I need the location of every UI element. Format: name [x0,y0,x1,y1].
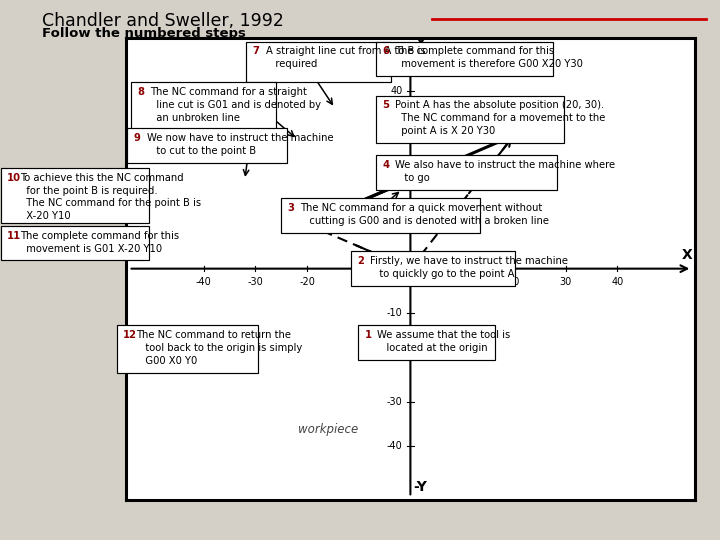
Text: -Y: -Y [413,480,427,494]
FancyBboxPatch shape [246,42,391,82]
Text: 30: 30 [390,131,402,140]
Text: 8: 8 [138,87,145,97]
Text: 40: 40 [611,276,624,287]
Text: B: B [315,220,325,234]
Text: Firstly, we have to instruct the machine
   to quickly go to the point A: Firstly, we have to instruct the machine… [370,256,568,279]
Text: We also have to instruct the machine where
   to go: We also have to instruct the machine whe… [395,160,616,183]
Text: 40: 40 [390,86,402,96]
Text: -20: -20 [299,276,315,287]
Text: -X: -X [129,248,144,262]
Text: X: X [682,248,693,262]
Text: -30: -30 [387,397,402,407]
Circle shape [399,259,422,279]
Text: A straight line cut from A to B is
   required: A straight line cut from A to B is requi… [266,46,426,69]
Text: -20: -20 [387,353,402,362]
Text: Follow the numbered steps: Follow the numbered steps [42,27,246,40]
FancyBboxPatch shape [1,168,149,223]
Text: 3: 3 [287,203,294,213]
Text: We now have to instruct the machine
   to cut to the point B: We now have to instruct the machine to c… [147,133,333,156]
FancyBboxPatch shape [117,325,258,373]
Text: 5: 5 [382,100,390,111]
Text: 20: 20 [508,276,520,287]
Text: workpiece: workpiece [297,423,358,436]
FancyBboxPatch shape [376,155,557,190]
Text: 10: 10 [456,276,468,287]
Text: -40: -40 [387,441,402,451]
Text: 2: 2 [357,256,364,266]
Text: The NC command for a straight
  line cut is G01 and is denoted by
  an unbroken : The NC command for a straight line cut i… [150,87,322,123]
FancyBboxPatch shape [127,128,287,163]
Text: -40: -40 [196,276,212,287]
Text: 9: 9 [134,133,141,143]
Text: Point A has the absolute position (20, 30).
  The NC command for a movement to t: Point A has the absolute position (20, 3… [395,100,606,136]
FancyBboxPatch shape [1,226,149,260]
Text: -30: -30 [248,276,263,287]
FancyBboxPatch shape [281,198,480,233]
Text: Chandler and Sweller, 1992: Chandler and Sweller, 1992 [42,12,284,30]
Text: Y: Y [415,36,425,50]
Text: 10: 10 [7,173,21,183]
FancyBboxPatch shape [376,96,564,143]
FancyBboxPatch shape [131,82,276,130]
Text: 20: 20 [390,175,402,185]
Text: 7: 7 [253,46,260,57]
Text: 30: 30 [559,276,572,287]
Text: The complete command for this
  movement is therefore G00 X20 Y30: The complete command for this movement i… [395,46,583,69]
Text: A: A [495,118,506,132]
Text: To achieve this the NC command
  for the point B is required.
  The NC command f: To achieve this the NC command for the p… [20,173,202,221]
Text: -10: -10 [351,276,366,287]
FancyBboxPatch shape [376,42,553,76]
Text: 1: 1 [364,330,372,340]
Text: We assume that the tool is
   located at the origin: We assume that the tool is located at th… [377,330,510,353]
Text: -10: -10 [387,308,402,318]
Text: The NC command for a quick movement without
   cutting is G00 and is denoted wit: The NC command for a quick movement with… [300,203,549,226]
Text: 11: 11 [7,231,22,241]
FancyBboxPatch shape [351,251,515,286]
Text: 4: 4 [382,160,390,170]
Text: The complete command for this
  movement is G01 X-20 Y10: The complete command for this movement i… [20,231,179,254]
Text: 6: 6 [382,46,390,57]
Text: 10: 10 [390,219,402,230]
Text: 12: 12 [123,330,137,340]
Text: The NC command to return the
   tool back to the origin is simply
   G00 X0 Y0: The NC command to return the tool back t… [136,330,302,366]
FancyBboxPatch shape [358,325,495,360]
